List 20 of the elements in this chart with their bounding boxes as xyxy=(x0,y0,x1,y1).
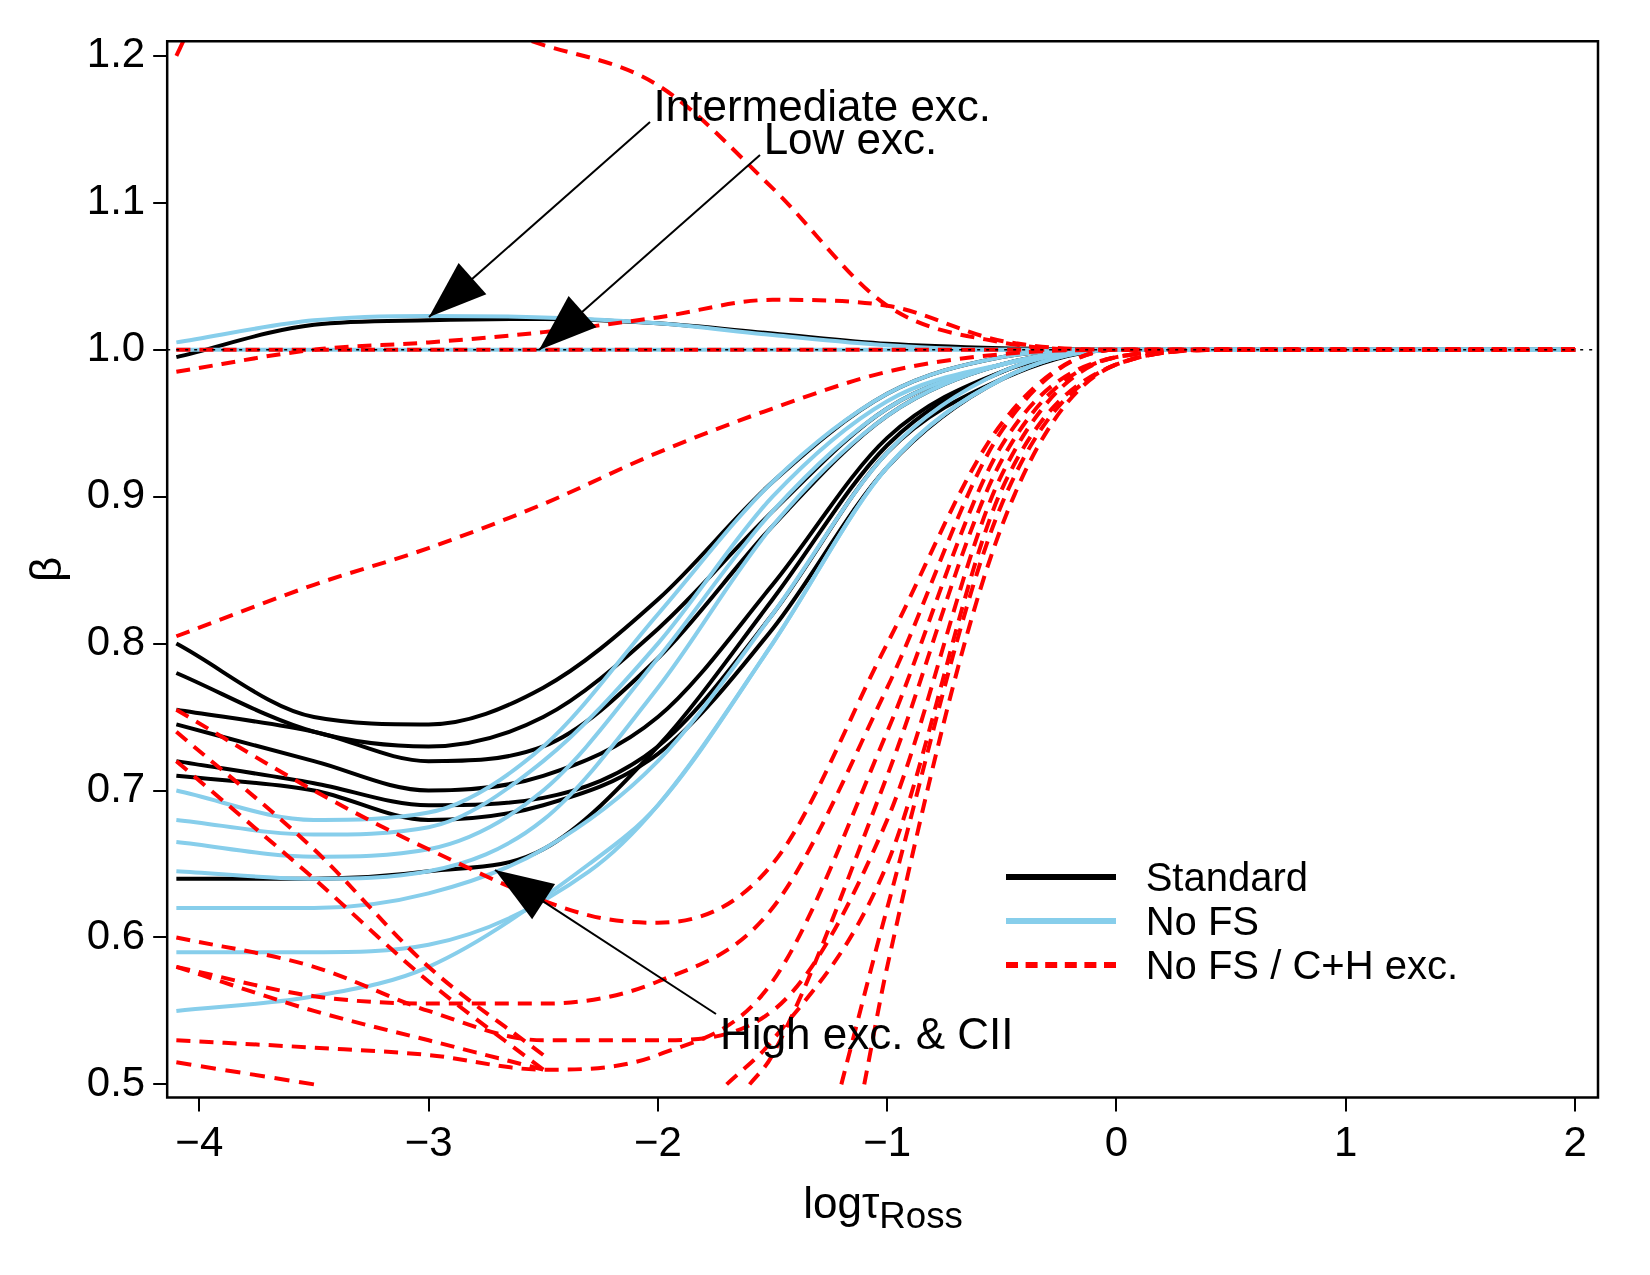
legend-label: No FS / C+H exc. xyxy=(1145,942,1458,987)
y-tick-label: 0.7 xyxy=(86,764,146,812)
x-tick-label: 0 xyxy=(1104,1118,1129,1166)
x-axis-title: logτ$_{Ross}$ xyxy=(802,1178,964,1237)
y-axis-title: β xyxy=(20,556,70,583)
y-tick-label: 1.2 xyxy=(86,29,146,77)
y-tick-label: 1.0 xyxy=(86,323,146,371)
y-tick-label: 0.9 xyxy=(86,470,146,518)
legend-label: No FS xyxy=(1145,898,1260,943)
y-tick-label: 1.1 xyxy=(86,176,146,224)
y-tick-label: 0.5 xyxy=(86,1057,146,1105)
x-tick-label: 1 xyxy=(1334,1118,1358,1166)
x-tick-label: −1 xyxy=(863,1118,912,1166)
x-tick-label: 2 xyxy=(1563,1118,1587,1166)
x-tick-label: −4 xyxy=(175,1118,224,1166)
legend-label: Standard xyxy=(1145,854,1309,899)
x-tick-label: −3 xyxy=(404,1118,453,1166)
y-tick-label: 0.8 xyxy=(86,617,146,665)
y-tick-label: 0.6 xyxy=(86,911,146,959)
x-tick-label: −2 xyxy=(633,1118,682,1166)
